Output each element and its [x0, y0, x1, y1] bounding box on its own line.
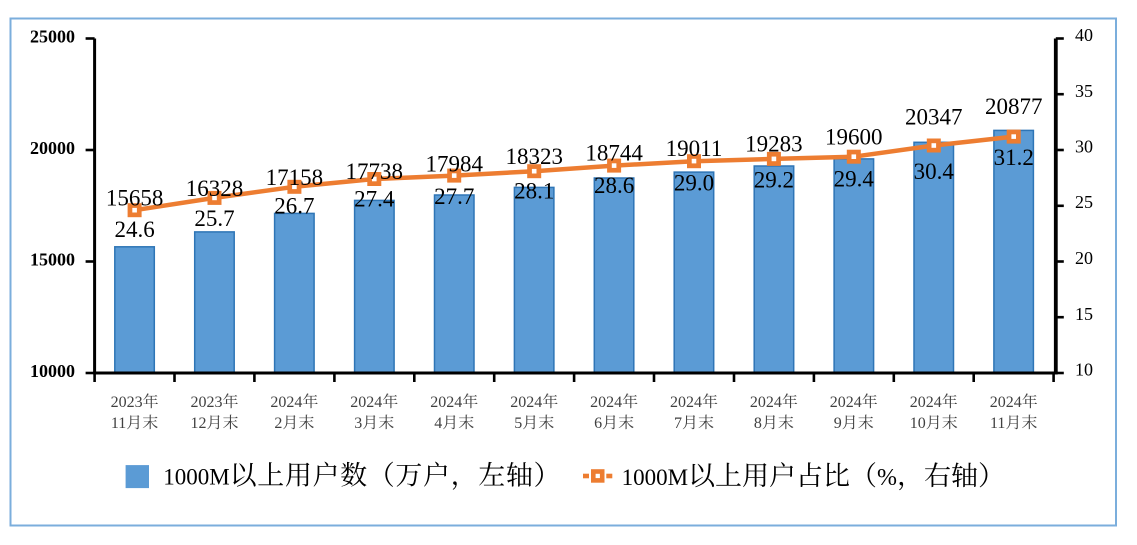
svg-text:19283: 19283: [745, 132, 803, 157]
svg-text:2024年: 2024年: [990, 393, 1038, 411]
svg-text:5月末: 5月末: [514, 414, 554, 432]
svg-text:27.7: 27.7: [434, 184, 474, 209]
svg-text:18744: 18744: [585, 141, 643, 166]
svg-text:15: 15: [1075, 304, 1093, 324]
svg-text:15000: 15000: [30, 250, 75, 270]
svg-text:9月末: 9月末: [834, 414, 874, 432]
svg-text:2023年: 2023年: [190, 393, 238, 411]
svg-text:35: 35: [1075, 81, 1093, 101]
svg-text:31.2: 31.2: [994, 145, 1034, 170]
svg-text:2024年: 2024年: [750, 393, 798, 411]
svg-text:2024年: 2024年: [510, 393, 558, 411]
svg-text:20: 20: [1075, 248, 1093, 268]
svg-text:1000M以上用户数（万户，左轴）: 1000M以上用户数（万户，左轴）: [163, 461, 561, 491]
svg-text:8月末: 8月末: [754, 414, 794, 432]
svg-text:28.6: 28.6: [594, 173, 634, 198]
svg-text:29.4: 29.4: [834, 166, 875, 191]
svg-text:2024年: 2024年: [270, 393, 318, 411]
svg-text:19600: 19600: [825, 125, 883, 150]
svg-text:2024年: 2024年: [670, 393, 718, 411]
svg-text:26.7: 26.7: [274, 194, 314, 219]
svg-text:10000: 10000: [30, 361, 75, 381]
svg-text:28.1: 28.1: [514, 179, 554, 204]
svg-text:2024年: 2024年: [830, 393, 878, 411]
svg-text:7月末: 7月末: [674, 414, 714, 432]
svg-text:30.4: 30.4: [914, 159, 955, 184]
svg-text:20347: 20347: [905, 104, 963, 129]
svg-text:19011: 19011: [666, 136, 723, 161]
svg-text:15658: 15658: [106, 186, 164, 211]
svg-text:18323: 18323: [505, 144, 563, 169]
svg-text:27.4: 27.4: [354, 186, 395, 211]
svg-text:29.0: 29.0: [674, 170, 714, 195]
svg-text:17158: 17158: [266, 165, 324, 190]
svg-text:2023年: 2023年: [111, 393, 159, 411]
svg-text:29.2: 29.2: [754, 168, 794, 193]
svg-text:2月末: 2月末: [274, 414, 314, 432]
svg-text:1000M以上用户占比（%，右轴）: 1000M以上用户占比（%，右轴）: [622, 461, 1005, 491]
svg-text:11月末: 11月末: [111, 414, 158, 432]
svg-text:11月末: 11月末: [990, 414, 1037, 432]
svg-text:17738: 17738: [346, 159, 404, 184]
svg-text:2024年: 2024年: [350, 393, 398, 411]
svg-text:30: 30: [1075, 137, 1093, 157]
svg-text:2024年: 2024年: [910, 393, 958, 411]
svg-text:17984: 17984: [425, 152, 483, 177]
svg-text:10月末: 10月末: [910, 414, 958, 432]
svg-text:2024年: 2024年: [590, 393, 638, 411]
svg-text:12月末: 12月末: [190, 414, 238, 432]
svg-text:3月末: 3月末: [354, 414, 394, 432]
svg-text:24.6: 24.6: [114, 217, 154, 242]
svg-text:40: 40: [1075, 25, 1093, 45]
svg-text:20000: 20000: [30, 138, 75, 158]
svg-text:25000: 25000: [30, 27, 75, 47]
svg-text:25.7: 25.7: [194, 206, 234, 231]
svg-text:6月末: 6月末: [594, 414, 634, 432]
svg-text:4月末: 4月末: [434, 414, 474, 432]
svg-text:25: 25: [1075, 192, 1093, 212]
svg-text:10: 10: [1075, 360, 1093, 380]
svg-text:20877: 20877: [985, 94, 1043, 119]
svg-text:2024年: 2024年: [430, 393, 478, 411]
svg-text:16328: 16328: [186, 176, 244, 201]
